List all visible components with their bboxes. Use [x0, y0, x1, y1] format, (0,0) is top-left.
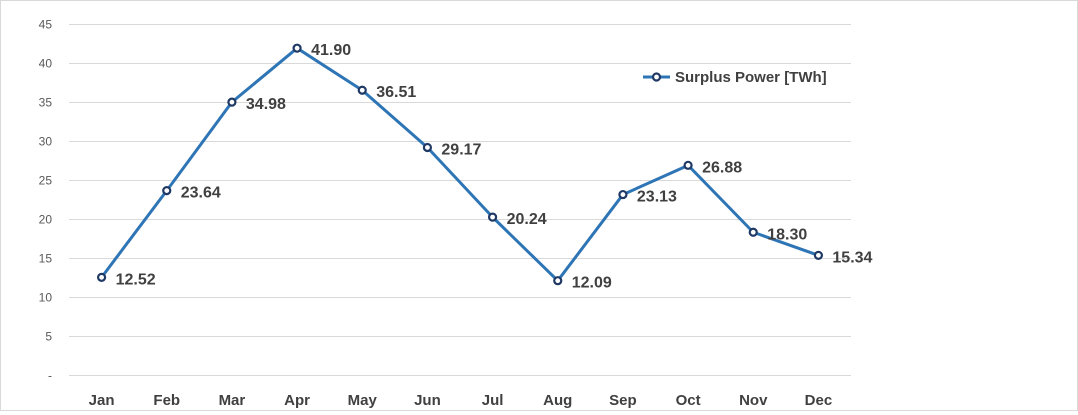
- y-tick-label: 45: [39, 18, 53, 32]
- y-tick-label: 10: [39, 291, 53, 305]
- data-point: [683, 160, 693, 170]
- x-tick-label: Feb: [153, 392, 180, 409]
- data-point: [553, 276, 563, 286]
- y-axis: - 5 10 15 20 25 30 35 40 45: [39, 18, 53, 383]
- x-tick-label: Jul: [482, 392, 504, 409]
- x-tick-label: Dec: [805, 392, 833, 409]
- data-point: [487, 212, 498, 222]
- legend-marker-swatch: [651, 72, 662, 82]
- data-label: 15.34: [832, 249, 872, 266]
- y-tick-label: 15: [39, 252, 53, 266]
- x-tick-label: Jun: [414, 392, 441, 409]
- legend: Surplus Power [TWh]: [643, 69, 827, 86]
- series-line: [100, 46, 820, 283]
- data-point: [292, 43, 302, 53]
- x-tick-label: Mar: [219, 392, 246, 409]
- data-label: 20.24: [507, 211, 547, 228]
- data-label: 36.51: [376, 84, 416, 101]
- x-tick-label: Oct: [676, 392, 701, 409]
- x-axis: Jan Feb Mar Apr May Jun Jul Aug Sep Oct Nov Dec: [89, 392, 833, 409]
- data-label: 34.98: [246, 96, 286, 113]
- y-tick-label: 40: [39, 57, 53, 71]
- data-label: 23.13: [637, 189, 677, 206]
- data-label: 18.30: [767, 226, 807, 243]
- data-point: [96, 272, 107, 282]
- y-tick-label: 35: [39, 96, 53, 110]
- y-tick-label: 30: [39, 135, 53, 149]
- data-label: 12.52: [116, 271, 156, 288]
- data-label: 12.09: [572, 275, 612, 292]
- data-point: [357, 85, 367, 95]
- data-labels: 12.52 23.64 34.98 41.90 36.51 29.17 20.24 12.09…: [116, 42, 873, 292]
- x-tick-label: Aug: [543, 392, 572, 409]
- y-tick-label: 5: [45, 330, 52, 344]
- data-label: 26.88: [702, 159, 742, 176]
- data-label: 29.17: [441, 141, 481, 158]
- y-tick-label: 25: [39, 174, 53, 188]
- legend-label: Surplus Power [TWh]: [675, 69, 827, 86]
- y-tick-label: -: [48, 369, 52, 383]
- x-tick-label: Apr: [284, 392, 310, 409]
- data-label: 41.90: [311, 42, 351, 59]
- data-label: 23.64: [181, 185, 221, 202]
- data-point: [162, 186, 172, 196]
- x-tick-label: May: [348, 392, 378, 409]
- x-tick-label: Nov: [739, 392, 768, 409]
- data-point: [748, 227, 758, 237]
- series-group: [96, 43, 824, 286]
- data-point: [227, 97, 237, 107]
- y-tick-label: 20: [39, 213, 53, 227]
- data-point: [813, 250, 824, 260]
- data-point: [422, 142, 433, 153]
- x-tick-label: Jan: [89, 392, 115, 409]
- x-tick-label: Sep: [609, 392, 637, 409]
- data-point: [618, 189, 628, 200]
